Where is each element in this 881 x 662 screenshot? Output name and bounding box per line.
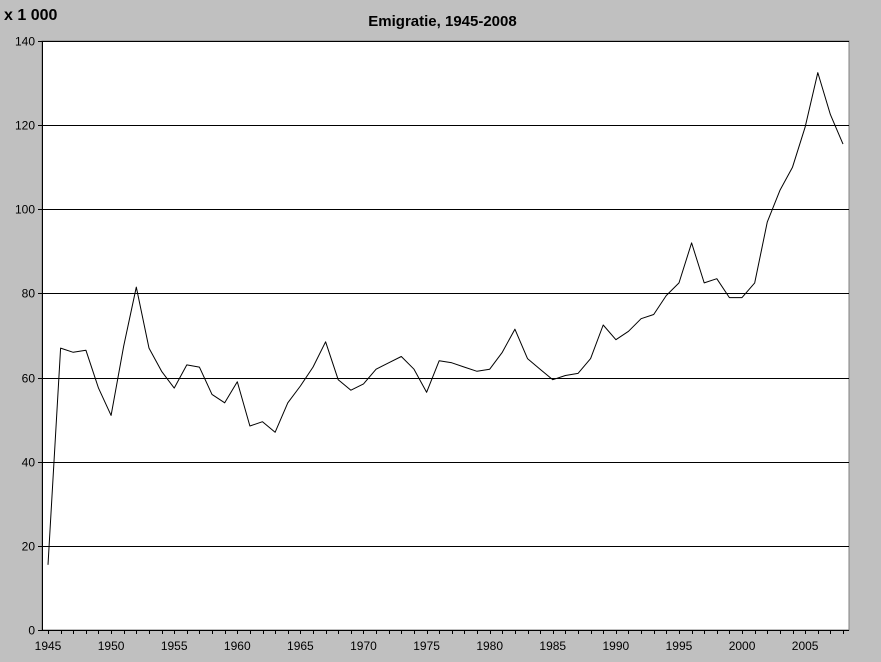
x-tick-label: 1955	[161, 639, 188, 653]
y-tick-label: 60	[22, 372, 36, 386]
y-tick-label: 20	[22, 540, 36, 554]
y-tick-label: 120	[15, 119, 35, 133]
x-tick-label: 1995	[666, 639, 693, 653]
y-tick-label: 100	[15, 203, 35, 217]
x-tick-label: 1975	[413, 639, 440, 653]
x-axis: 1945 1950 1955 1960 1965 1970 1975 1980 1985 1990…	[35, 630, 849, 653]
x-tick-label: 1990	[603, 639, 630, 653]
x-tick-label: 1970	[350, 639, 377, 653]
y-tick-label: 40	[22, 456, 36, 470]
x-tick-label: 2005	[792, 639, 819, 653]
x-tick-label: 1985	[539, 639, 566, 653]
x-tick-label: 1965	[287, 639, 314, 653]
gridlines	[42, 41, 849, 547]
emigration-series-line	[47, 72, 844, 565]
x-tick-label: 1950	[98, 639, 125, 653]
plot-area	[41, 40, 850, 631]
y-tick-label: 0	[28, 624, 35, 638]
unit-label: x 1 000	[4, 7, 58, 24]
y-tick-label: 140	[15, 35, 35, 49]
x-tick-label: 1945	[35, 639, 62, 653]
chart-title: Emigratie, 1945-2008	[368, 13, 517, 30]
x-tick-label: 1980	[476, 639, 503, 653]
y-axis: 0 20 40 60 80 100 120 140	[15, 35, 43, 638]
x-tick-label: 1960	[224, 639, 251, 653]
y-tick-label: 80	[22, 287, 36, 301]
x-tick-label: 2000	[729, 639, 756, 653]
